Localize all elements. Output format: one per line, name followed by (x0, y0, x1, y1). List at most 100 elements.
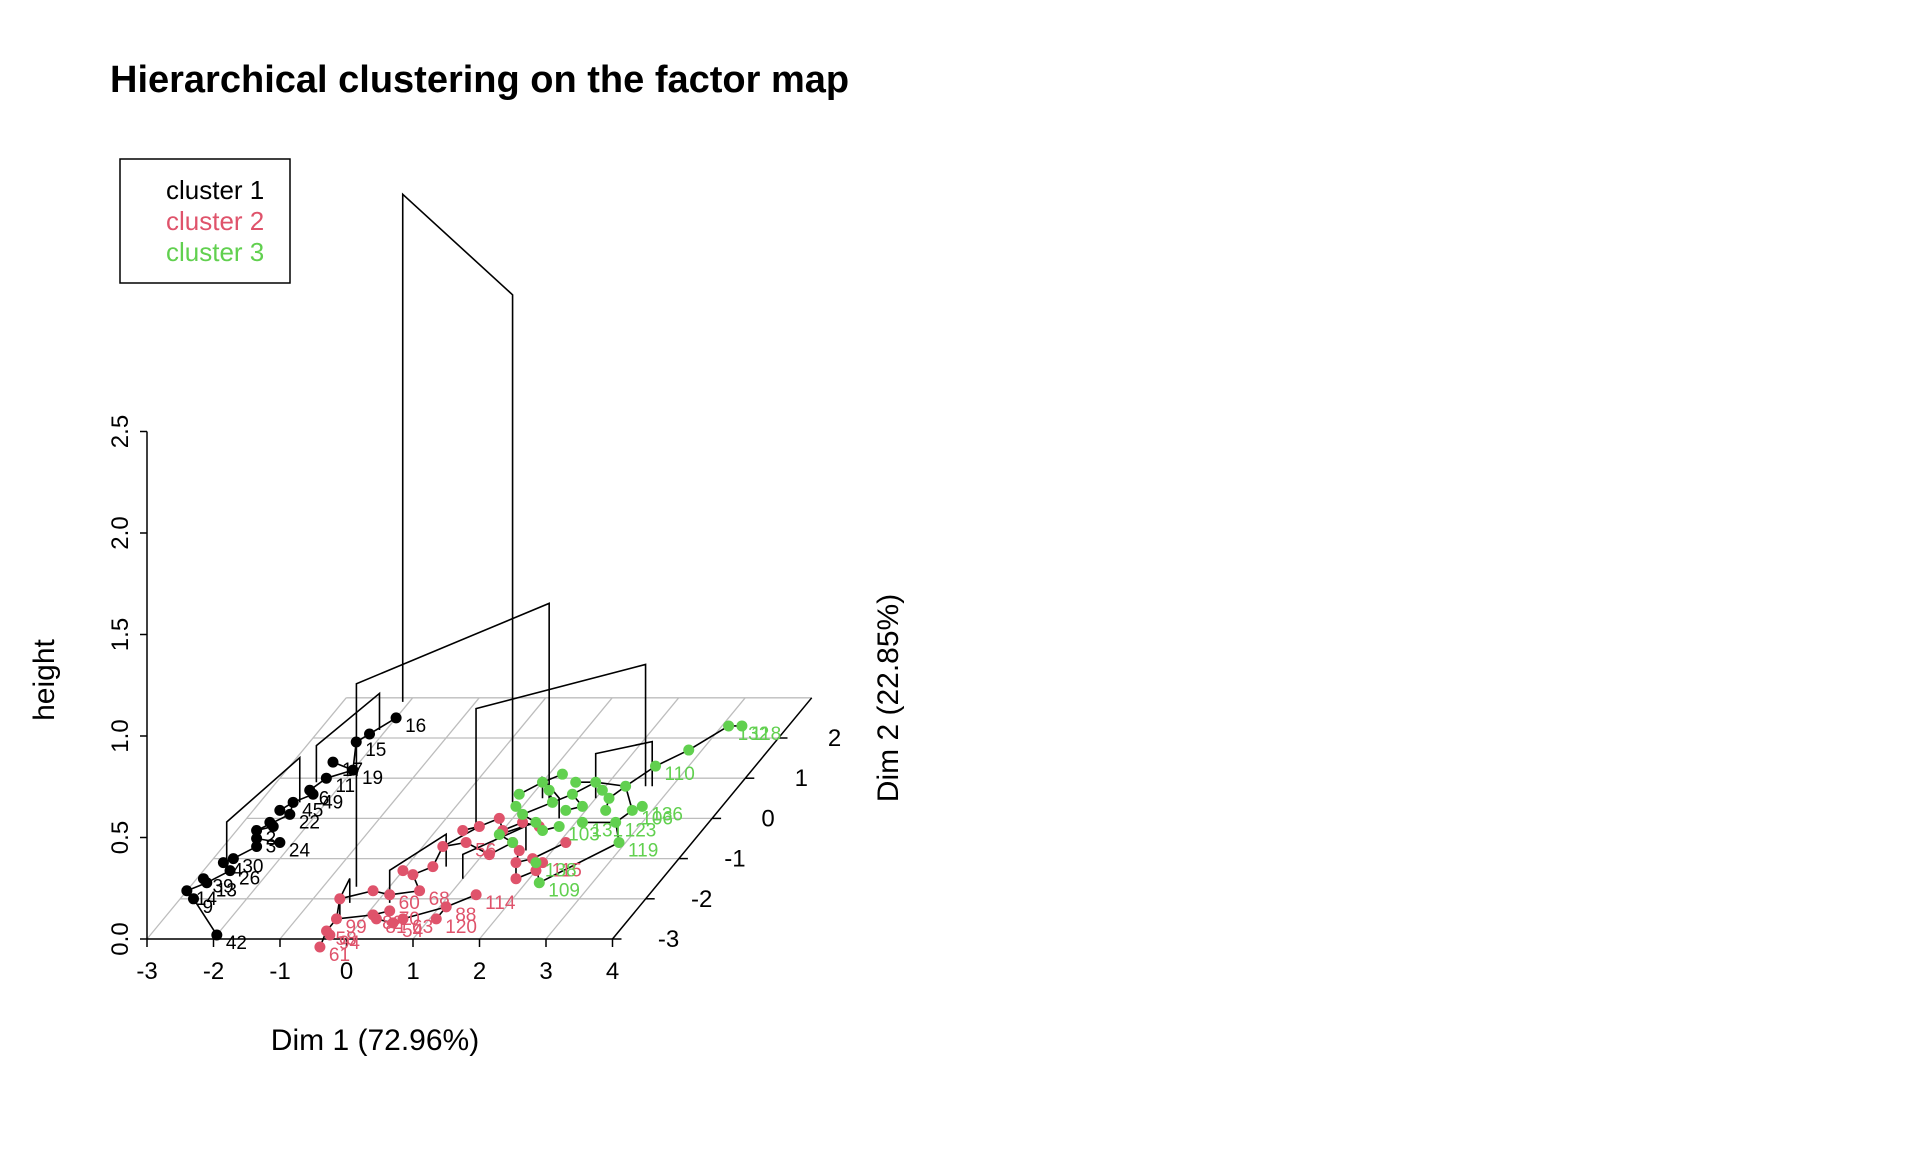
cluster-link (532, 841, 567, 860)
point-cluster-3 (736, 720, 748, 732)
cluster-link (688, 725, 730, 751)
point-label-cluster-1: 14 (196, 889, 218, 910)
point-cluster-2 (367, 885, 379, 897)
dendrogram-merge (475, 663, 647, 831)
point-label-cluster-1: 19 (362, 768, 383, 789)
point-cluster-1 (217, 857, 229, 869)
point-label-cluster-1: 45 (302, 800, 323, 821)
point-cluster-3 (620, 780, 632, 792)
point-label-cluster-1: 30 (242, 857, 263, 878)
point-label-cluster-1: 2 (266, 828, 277, 849)
cluster-link (192, 898, 218, 936)
dendrogram-merge (401, 192, 514, 803)
x-tick-label: -2 (203, 958, 224, 985)
y-tick-label: 0 (761, 805, 774, 832)
point-cluster-1 (390, 712, 402, 724)
point-label-cluster-3: 131 (591, 820, 623, 841)
point-cluster-2 (384, 905, 396, 917)
point-cluster-3 (576, 816, 588, 828)
point-cluster-2 (384, 889, 396, 901)
point-cluster-3 (596, 784, 608, 796)
point-cluster-2 (324, 929, 336, 941)
point-label-cluster-3: 136 (651, 804, 683, 825)
point-cluster-3 (636, 800, 648, 812)
point-cluster-3 (560, 804, 572, 816)
point-cluster-3 (590, 776, 602, 788)
point-cluster-3 (683, 744, 695, 756)
point-cluster-1 (347, 764, 359, 776)
point-cluster-3 (723, 720, 735, 732)
point-label-cluster-1: 24 (289, 841, 311, 862)
point-label-cluster-3: 109 (548, 881, 580, 902)
point-cluster-2 (430, 913, 442, 925)
point-cluster-1 (274, 837, 286, 849)
point-cluster-3 (553, 820, 565, 832)
point-cluster-1 (350, 736, 362, 748)
point-label-cluster-3: 138 (545, 861, 577, 882)
point-label-cluster-2: 94 (339, 933, 361, 954)
point-cluster-1 (227, 853, 239, 865)
point-cluster-2 (331, 913, 342, 925)
point-cluster-1 (287, 796, 299, 808)
dendrogram-merge (355, 602, 550, 887)
point-cluster-1 (197, 873, 209, 885)
point-cluster-2 (513, 845, 525, 857)
point-label-cluster-2: 54 (402, 921, 424, 942)
dendrogram-merge (315, 691, 381, 783)
point-cluster-3 (650, 760, 662, 772)
point-label-cluster-1: 49 (322, 792, 343, 813)
z-tick-label: 1.5 (107, 618, 134, 651)
point-label-cluster-2: 58 (336, 929, 357, 950)
point-cluster-3 (576, 800, 588, 812)
chart-title: Hierarchical clustering on the factor ma… (110, 59, 849, 101)
point-label-cluster-1: 6 (319, 788, 330, 809)
point-cluster-3 (546, 796, 558, 808)
point-label-cluster-2: 60 (399, 893, 420, 914)
x-axis-label: Dim 1 (72.96%) (271, 1024, 479, 1057)
cluster-link (336, 914, 374, 920)
cluster-link (442, 825, 480, 848)
point-cluster-3 (530, 857, 542, 869)
z-axis-label: height (28, 638, 61, 720)
point-label-cluster-1: 4 (232, 861, 243, 882)
point-cluster-1 (307, 788, 319, 800)
cluster-link (625, 765, 656, 787)
x-tick-label: 0 (340, 958, 353, 985)
z-tick-label: 2.5 (107, 415, 134, 448)
point-cluster-2 (437, 841, 449, 853)
point-cluster-2 (510, 857, 522, 869)
cluster-link (655, 749, 690, 767)
point-label-cluster-1: 42 (226, 933, 247, 954)
point-cluster-2 (387, 917, 399, 929)
point-label-cluster-3: 110 (665, 764, 695, 785)
dendrogram-merge (461, 824, 527, 879)
point-cluster-3 (493, 828, 505, 840)
y-axis-label: Dim 2 (22.85%) (872, 594, 905, 802)
point-cluster-2 (370, 913, 382, 925)
cluster-link (339, 889, 374, 900)
point-label-cluster-1: 22 (299, 812, 320, 833)
point-cluster-2 (493, 812, 505, 824)
cluster-link (402, 906, 447, 920)
point-cluster-1 (251, 824, 263, 836)
legend: cluster 1 cluster 2 cluster 3 (119, 158, 291, 284)
point-cluster-3 (570, 776, 582, 788)
point-cluster-2 (517, 816, 529, 828)
point-label-cluster-1: 26 (239, 869, 260, 890)
cluster-link (538, 841, 620, 884)
point-cluster-1 (211, 929, 223, 941)
point-cluster-2 (457, 824, 469, 836)
point-cluster-2 (334, 893, 346, 905)
point-cluster-3 (600, 804, 612, 816)
point-cluster-3 (536, 776, 548, 788)
point-label-cluster-2: 114 (485, 893, 516, 914)
point-cluster-3 (603, 792, 615, 804)
point-cluster-1 (251, 833, 263, 844)
point-cluster-3 (610, 816, 622, 828)
point-label-cluster-1: 3 (266, 837, 277, 858)
point-cluster-1 (284, 808, 296, 820)
x-tick-label: 3 (539, 958, 552, 985)
point-cluster-1 (251, 841, 263, 853)
point-cluster-1 (327, 756, 339, 768)
